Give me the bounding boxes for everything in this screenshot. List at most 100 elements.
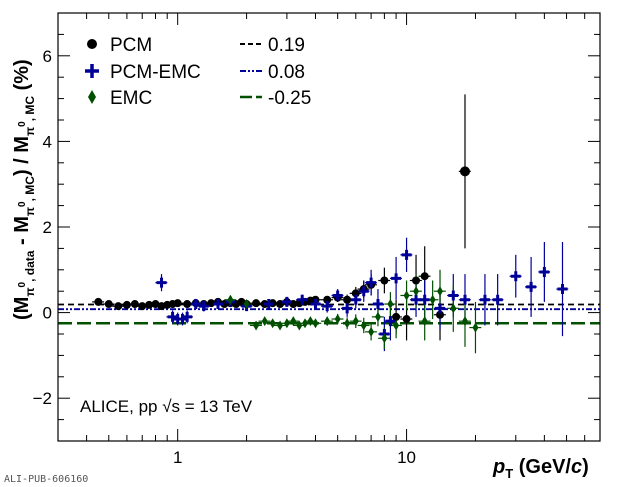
data-point-pcm — [183, 300, 192, 309]
legend-label-0-19: 0.19 — [268, 35, 305, 56]
data-point-pcm-emc — [479, 294, 490, 305]
legend-entry-emc: EMC — [88, 88, 152, 109]
publication-id: ALI-PUB-606160 — [4, 474, 88, 485]
data-point-pcm — [104, 300, 113, 309]
data-point-pcm-emc — [190, 299, 201, 310]
y-title-sup3: 0 — [17, 121, 28, 127]
data-point-emc — [296, 320, 303, 331]
data-markers — [94, 166, 568, 344]
legend-entry-line-0-08: 0.08 — [240, 62, 305, 83]
data-point-pcm-emc — [492, 294, 503, 305]
legend-marker-pcm-emc — [85, 64, 99, 78]
x-axis-title-main: p — [492, 456, 505, 478]
data-point-pcm-emc — [212, 299, 223, 310]
axis-ticks: −2 0 2 4 6 1 10 — [33, 12, 601, 467]
data-point-emc — [283, 318, 290, 329]
data-point-emc — [403, 290, 410, 301]
data-point-emc — [269, 318, 276, 329]
data-point-emc — [302, 318, 309, 329]
data-point-emc — [429, 294, 436, 305]
data-point-pcm — [122, 300, 131, 309]
data-point-emc — [344, 318, 351, 329]
x-axis-title-italic: c — [571, 456, 582, 478]
y-title-sup2: 0 — [17, 201, 28, 207]
y-tick-label: −2 — [33, 389, 52, 408]
data-point-pcm — [459, 166, 470, 177]
legend-label-emc: EMC — [110, 88, 152, 109]
data-point-emc — [307, 316, 314, 327]
data-point-pcm — [436, 310, 445, 319]
data-point-pcm-emc — [401, 249, 412, 260]
data-point-emc — [413, 286, 420, 297]
legend-label-pcm: PCM — [110, 35, 152, 56]
data-point-emc — [324, 316, 331, 327]
data-point-pcm-emc — [332, 290, 343, 301]
data-point-emc — [227, 294, 234, 305]
legend-label-0-08: 0.08 — [268, 62, 305, 83]
y-tick-label: 0 — [43, 304, 52, 323]
legend-entry-pcm: PCM — [87, 35, 152, 56]
data-point-emc — [381, 333, 388, 344]
data-point-emc — [261, 316, 268, 327]
data-point-pcm-emc — [435, 303, 446, 314]
data-point-pcm-emc — [526, 281, 537, 292]
data-point-pcm — [420, 272, 429, 281]
y-title-sub1: π — [23, 287, 37, 296]
data-point-pcm-emc — [263, 299, 274, 310]
y-title-sub3: π — [23, 127, 37, 136]
data-point-pcm-emc — [448, 290, 459, 301]
y-tick-label: 6 — [43, 47, 52, 66]
data-point-emc — [360, 320, 367, 331]
data-point-emc — [393, 320, 400, 331]
data-point-emc — [334, 314, 341, 325]
y-title-unit: (%) — [11, 59, 33, 96]
y-title-minus: - M — [11, 216, 33, 250]
data-point-pcm — [402, 315, 411, 324]
legend-label-minus-0-25: -0.25 — [268, 88, 311, 109]
legend-entry-line-minus-0-25: -0.25 — [240, 88, 311, 109]
y-tick-label: 2 — [43, 218, 52, 237]
data-point-emc — [450, 303, 457, 314]
data-point-pcm-emc — [372, 299, 383, 310]
y-title-sub2: π — [23, 207, 37, 216]
data-point-pcm-emc — [182, 311, 193, 322]
collision-annotation: ALICE, pp √s = 13 TeV — [80, 397, 253, 416]
data-point-emc — [352, 316, 359, 327]
data-point-pcm-emc — [342, 303, 353, 314]
data-point-pcm-emc — [310, 299, 321, 310]
data-point-pcm-emc — [156, 277, 167, 288]
data-point-pcm-emc — [539, 266, 550, 277]
data-point-pcm-emc — [167, 311, 178, 322]
data-point-pcm-emc — [391, 273, 402, 284]
x-axis-title-close: ) — [582, 456, 589, 478]
data-point-emc — [421, 316, 428, 327]
data-point-pcm — [94, 297, 103, 306]
data-point-pcm — [351, 289, 360, 298]
data-point-pcm-emc — [557, 284, 568, 295]
y-title-sub2b: , MC — [23, 176, 37, 202]
legend-label-pcm-emc: PCM-EMC — [110, 62, 201, 83]
legend-entry-pcm-emc: PCM-EMC — [85, 62, 201, 83]
legend-marker-pcm — [87, 39, 97, 49]
x-axis-title: pT (GeV/c) — [492, 456, 589, 481]
data-point-pcm-emc — [322, 301, 333, 312]
data-point-pcm — [380, 276, 389, 285]
data-point-pcm-emc — [350, 294, 361, 305]
data-point-pcm — [114, 302, 123, 311]
y-title-open: (M — [11, 297, 33, 320]
data-point-pcm — [343, 295, 352, 304]
data-point-pcm-emc — [198, 301, 209, 312]
data-point-pcm — [145, 300, 154, 309]
legend-entry-line-0-19: 0.19 — [240, 35, 305, 56]
data-point-emc — [461, 316, 468, 327]
data-point-pcm — [151, 300, 160, 309]
data-point-pcm-emc — [366, 277, 377, 288]
x-tick-label: 1 — [173, 448, 182, 467]
data-point-emc — [374, 311, 381, 322]
x-axis-title-rest: (GeV/ — [513, 456, 571, 478]
data-point-pcm — [173, 299, 182, 308]
data-point-pcm — [252, 299, 261, 308]
legend-marker-emc — [88, 90, 96, 104]
